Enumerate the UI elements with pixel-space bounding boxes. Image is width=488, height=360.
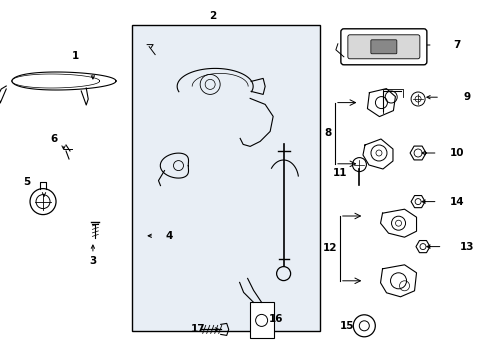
Text: 8: 8 bbox=[324, 128, 330, 138]
Text: 2: 2 bbox=[209, 11, 216, 21]
Text: 9: 9 bbox=[463, 92, 469, 102]
Text: 12: 12 bbox=[322, 243, 337, 253]
Text: 4: 4 bbox=[164, 231, 172, 241]
Text: 13: 13 bbox=[459, 242, 473, 252]
Text: 7: 7 bbox=[452, 40, 460, 50]
Text: 15: 15 bbox=[339, 321, 354, 331]
Bar bbox=[132, 25, 320, 331]
FancyBboxPatch shape bbox=[347, 35, 419, 59]
Text: 11: 11 bbox=[332, 168, 346, 178]
Text: 6: 6 bbox=[50, 134, 57, 144]
Text: 3: 3 bbox=[89, 256, 96, 266]
Text: 1: 1 bbox=[72, 51, 79, 61]
Text: 5: 5 bbox=[23, 177, 30, 187]
Text: 14: 14 bbox=[449, 197, 464, 207]
Text: 10: 10 bbox=[449, 148, 464, 158]
FancyBboxPatch shape bbox=[370, 40, 396, 54]
FancyBboxPatch shape bbox=[340, 29, 426, 65]
Text: 17: 17 bbox=[190, 324, 205, 334]
Bar bbox=[249, 302, 273, 338]
Text: 16: 16 bbox=[268, 314, 283, 324]
